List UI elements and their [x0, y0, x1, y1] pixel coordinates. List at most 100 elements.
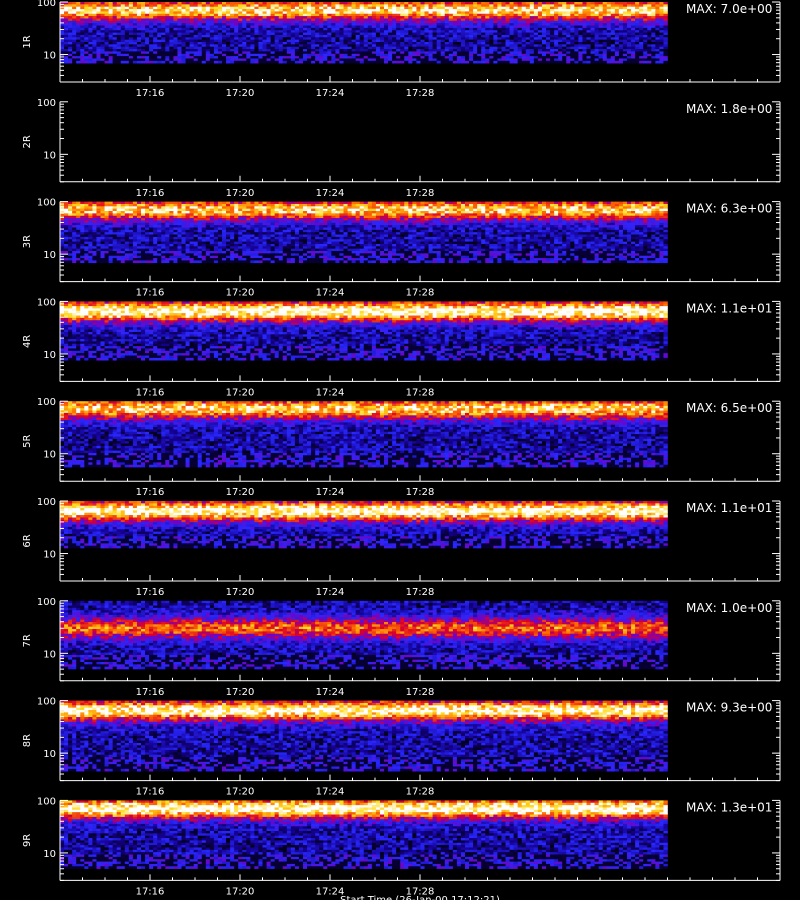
- heatmap-cell: [198, 2, 202, 5]
- heatmap-cell: [388, 2, 392, 5]
- heatmap-cell: [283, 23, 287, 26]
- heatmap-cell: [311, 202, 315, 205]
- heatmap-cell: [283, 14, 287, 17]
- heatmap-cell: [465, 30, 469, 33]
- heatmap-cell: [599, 213, 603, 216]
- heatmap-cell: [287, 42, 291, 45]
- heatmap-cell: [651, 28, 655, 31]
- heatmap-cell: [550, 33, 554, 36]
- heatmap-cell: [449, 54, 453, 57]
- heatmap-cell: [461, 18, 465, 21]
- heatmap-cell: [348, 204, 352, 207]
- heatmap-cell: [441, 54, 445, 57]
- heatmap-cell: [234, 4, 238, 7]
- heatmap-cell: [198, 28, 202, 31]
- heatmap-cell: [92, 51, 96, 54]
- heatmap-cell: [238, 56, 242, 59]
- heatmap-cell: [643, 28, 647, 31]
- heatmap-cell: [599, 21, 603, 24]
- heatmap-cell: [319, 61, 323, 64]
- heatmap-cell: [68, 33, 72, 36]
- heatmap-cell: [615, 4, 619, 7]
- heatmap-cell: [186, 16, 190, 19]
- heatmap-cell: [311, 14, 315, 17]
- heatmap-cell: [258, 204, 262, 207]
- heatmap-cell: [518, 49, 522, 52]
- heatmap-cell: [186, 44, 190, 47]
- heatmap-cell: [603, 37, 607, 40]
- heatmap-cell: [469, 30, 473, 33]
- heatmap-cell: [190, 206, 194, 209]
- heatmap-cell: [481, 21, 485, 24]
- heatmap-cell: [429, 2, 433, 5]
- heatmap-cell: [311, 16, 315, 19]
- heatmap-cell: [133, 28, 137, 31]
- heatmap-cell: [92, 37, 96, 40]
- heatmap-cell: [218, 58, 222, 61]
- heatmap-cell: [611, 56, 615, 59]
- heatmap-cell: [550, 9, 554, 12]
- heatmap-cell: [64, 21, 68, 24]
- heatmap-cell: [283, 58, 287, 61]
- heatmap-cell: [587, 30, 591, 33]
- heatmap-cell: [109, 30, 113, 33]
- heatmap-cell: [412, 9, 416, 12]
- heatmap-cell: [599, 4, 603, 7]
- heatmap-cell: [226, 61, 230, 64]
- heatmap-cell: [445, 51, 449, 54]
- heatmap-cell: [376, 202, 380, 205]
- heatmap-cell: [368, 40, 372, 43]
- heatmap-cell: [315, 14, 319, 17]
- heatmap-cell: [384, 35, 388, 38]
- heatmap-cell: [182, 2, 186, 5]
- heatmap-cell: [360, 28, 364, 31]
- heatmap-cell: [615, 44, 619, 47]
- heatmap-cell: [113, 14, 117, 17]
- heatmap-cell: [141, 35, 145, 38]
- heatmap-cell: [339, 9, 343, 12]
- heatmap-cell: [186, 216, 190, 219]
- heatmap-cell: [348, 35, 352, 38]
- heatmap-cell: [570, 33, 574, 36]
- heatmap-cell: [267, 206, 271, 209]
- heatmap-cell: [449, 204, 453, 207]
- heatmap-cell: [461, 42, 465, 45]
- heatmap-cell: [570, 47, 574, 50]
- heatmap-cell: [303, 42, 307, 45]
- heatmap-cell: [210, 42, 214, 45]
- heatmap-cell: [250, 14, 254, 17]
- heatmap-cell: [315, 26, 319, 29]
- heatmap-cell: [388, 33, 392, 36]
- heatmap-cell: [514, 9, 518, 12]
- heatmap-cell: [542, 51, 546, 54]
- heatmap-cell: [546, 9, 550, 12]
- heatmap-cell: [372, 18, 376, 21]
- heatmap-cell: [392, 11, 396, 14]
- heatmap-cell: [433, 211, 437, 214]
- heatmap-cell: [574, 202, 578, 205]
- heatmap-cell: [425, 9, 429, 12]
- heatmap-cell: [420, 47, 424, 50]
- heatmap-cell: [542, 23, 546, 26]
- heatmap-cell: [84, 26, 88, 29]
- heatmap-cell: [76, 4, 80, 7]
- heatmap-cell: [113, 202, 117, 205]
- heatmap-cell: [198, 51, 202, 54]
- heatmap-cell: [344, 202, 348, 205]
- heatmap-cell: [485, 23, 489, 26]
- heatmap-cell: [307, 206, 311, 209]
- heatmap-cell: [493, 28, 497, 31]
- heatmap-cell: [481, 37, 485, 40]
- heatmap-cell: [631, 206, 635, 209]
- heatmap-cell: [425, 204, 429, 207]
- heatmap-cell: [352, 33, 356, 36]
- heatmap-cell: [635, 54, 639, 57]
- heatmap-cell: [400, 56, 404, 59]
- heatmap-cell: [368, 202, 372, 205]
- heatmap-cell: [194, 44, 198, 47]
- heatmap-cell: [420, 42, 424, 45]
- heatmap-cell: [477, 47, 481, 50]
- heatmap-cell: [92, 35, 96, 38]
- heatmap-cell: [242, 202, 246, 205]
- heatmap-cell: [137, 206, 141, 209]
